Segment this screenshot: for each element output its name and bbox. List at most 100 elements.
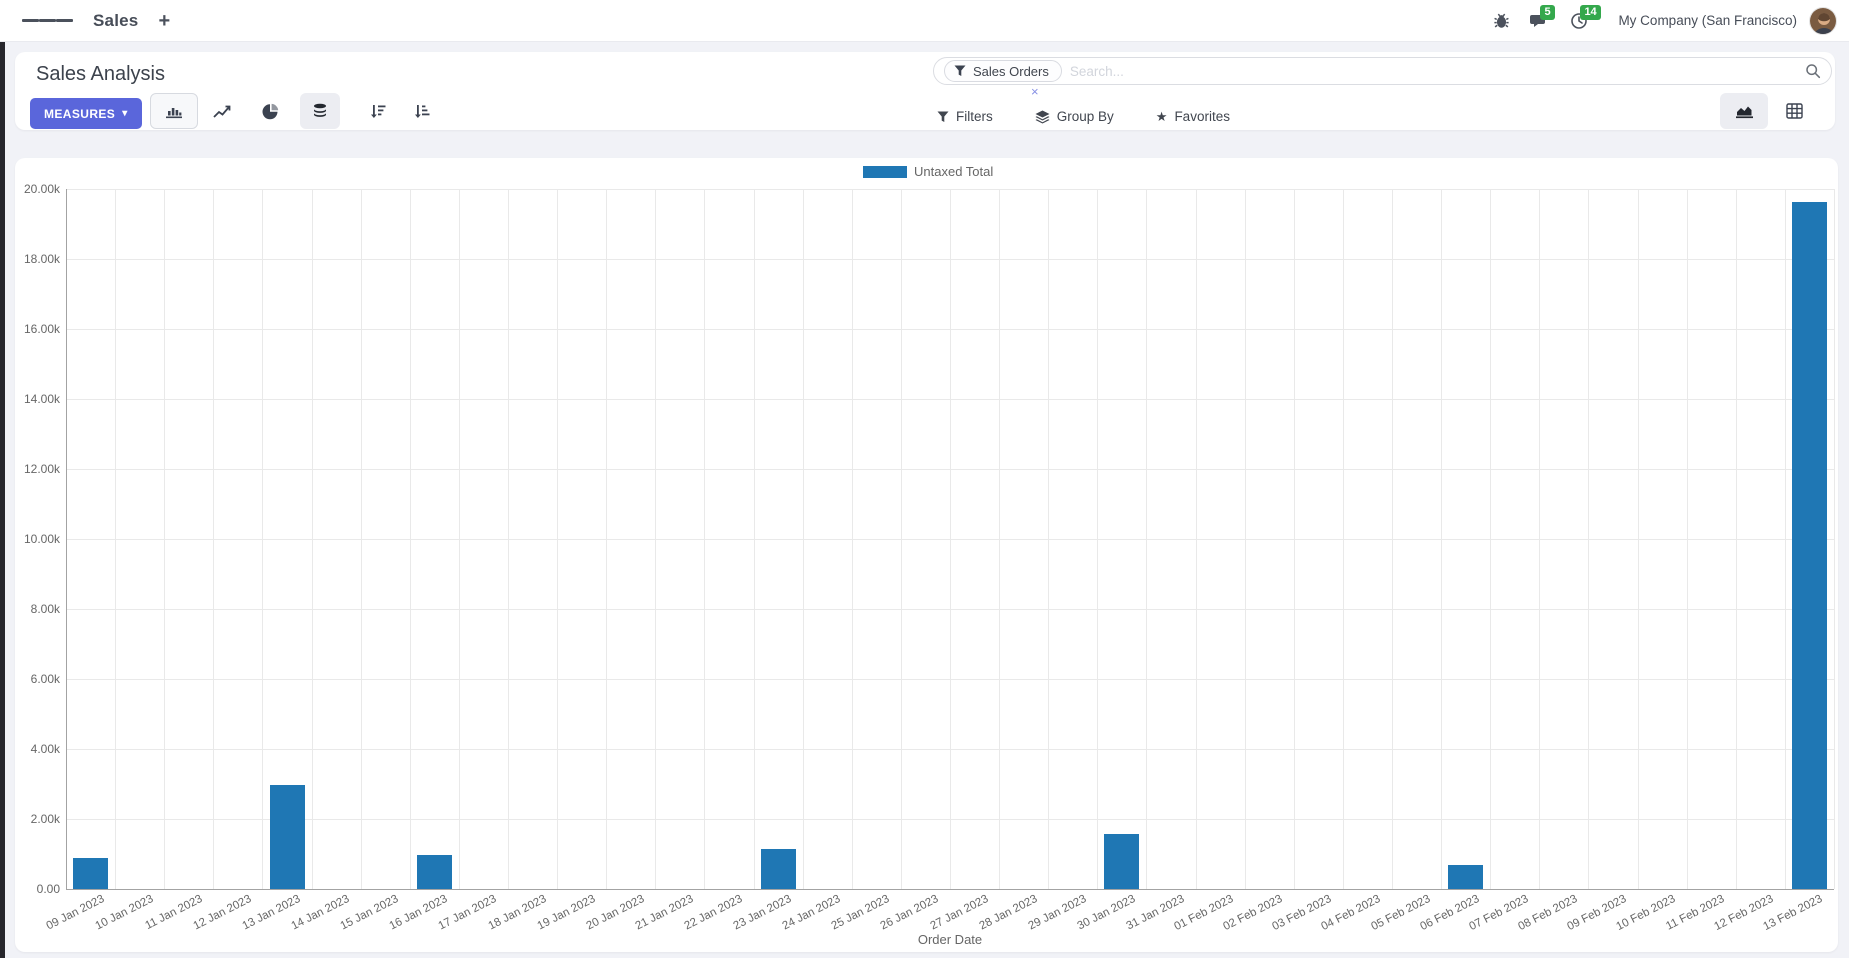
- v-gridline: [458, 189, 460, 889]
- y-tick-label: 20.00k: [23, 182, 60, 196]
- v-gridline: [999, 189, 1001, 889]
- y-tick-label: 6.00k: [30, 672, 60, 686]
- apps-menu-icon[interactable]: [18, 13, 77, 28]
- v-gridline: [1048, 189, 1050, 889]
- v-gridline: [1686, 189, 1688, 889]
- facet-label: Sales Orders: [973, 63, 1049, 79]
- caret-down-icon: ▾: [122, 108, 128, 119]
- h-gridline: [66, 889, 1834, 890]
- v-gridline: [802, 189, 804, 889]
- v-gridline: [1392, 189, 1393, 889]
- chart-card: Untaxed Total 20.00k 18.00k 16.00k 14.00k 12…: [15, 158, 1838, 952]
- y-tick-label: 18.00k: [23, 252, 60, 266]
- measures-label: MEASURES: [44, 106, 116, 121]
- v-gridline: [1146, 189, 1148, 889]
- v-gridline: [1834, 189, 1835, 889]
- chart-bar[interactable]: [73, 858, 109, 889]
- y-tick-label: 14.00k: [23, 392, 60, 406]
- sort-ascending-button[interactable]: [400, 93, 444, 129]
- chart-type-toolbar: [150, 93, 444, 129]
- sort-descending-button[interactable]: [356, 93, 400, 129]
- filter-funnel-icon: [954, 65, 966, 76]
- y-tick-label: 16.00k: [23, 322, 60, 336]
- search-facet-sales-orders[interactable]: Sales Orders: [944, 60, 1062, 82]
- favorites-button[interactable]: ★ Favorites: [1156, 105, 1230, 128]
- messages-count-badge: 5: [1540, 4, 1555, 20]
- stacked-toggle-button[interactable]: [300, 93, 340, 129]
- graph-view-button[interactable]: [1720, 93, 1768, 129]
- app-name-sales[interactable]: Sales: [93, 10, 139, 30]
- group-by-label: Group By: [1056, 109, 1114, 124]
- v-gridline: [1490, 189, 1492, 889]
- top-navbar: Sales + 5: [0, 0, 1849, 42]
- pie-chart-button[interactable]: [246, 93, 294, 129]
- v-gridline: [409, 189, 411, 889]
- v-gridline: [311, 189, 313, 889]
- chart-bar[interactable]: [760, 849, 796, 889]
- v-gridline: [557, 189, 559, 889]
- chart-bar[interactable]: [416, 855, 452, 889]
- chart-bar[interactable]: [1104, 834, 1140, 889]
- favorites-label: Favorites: [1174, 109, 1230, 124]
- user-avatar[interactable]: [1809, 6, 1837, 35]
- filters-button[interactable]: Filters: [937, 105, 993, 128]
- y-tick-label: 8.00k: [30, 602, 60, 616]
- debug-bug-icon[interactable]: [1489, 8, 1514, 33]
- line-chart-button[interactable]: [198, 93, 246, 129]
- chart-bar[interactable]: [1448, 865, 1484, 889]
- search-bar[interactable]: Sales Orders: [933, 57, 1832, 85]
- navbar-right: 5 14 My Company (San Francisco): [1489, 4, 1849, 35]
- v-gridline: [1441, 189, 1443, 889]
- search-options-row: Filters Group By ★ Favorites: [937, 105, 1230, 128]
- v-gridline: [1588, 189, 1590, 889]
- company-switcher[interactable]: My Company (San Francisco): [1618, 13, 1797, 28]
- legend-swatch: [863, 165, 907, 178]
- navbar-left: Sales +: [0, 7, 174, 35]
- star-icon: ★: [1155, 109, 1168, 124]
- v-gridline: [1097, 189, 1099, 889]
- measures-button[interactable]: MEASURES ▾: [30, 98, 142, 129]
- bar-chart-plot: 20.00k 18.00k 16.00k 14.00k 12.00k 10.00k 8.00…: [24, 182, 1835, 933]
- filters-label: Filters: [956, 109, 993, 124]
- remove-facet-button[interactable]: ×: [1031, 84, 1039, 99]
- y-tick-label: 0.00: [36, 882, 60, 896]
- v-gridline: [1735, 189, 1737, 889]
- window-left-edge: [0, 34, 5, 958]
- v-gridline: [213, 189, 215, 889]
- group-by-button[interactable]: Group By: [1035, 105, 1114, 128]
- search-icon[interactable]: [1805, 63, 1821, 79]
- v-gridline: [851, 189, 853, 889]
- y-tick-label: 12.00k: [23, 462, 60, 476]
- view-switcher: [1720, 93, 1818, 129]
- v-gridline: [704, 189, 706, 889]
- new-tab-button[interactable]: +: [154, 7, 174, 35]
- v-gridline: [1195, 189, 1197, 889]
- v-gridline: [508, 189, 509, 889]
- v-gridline: [606, 189, 608, 889]
- pivot-view-button[interactable]: [1770, 93, 1818, 129]
- v-gridline: [1293, 189, 1295, 889]
- chart-bar[interactable]: [269, 785, 305, 889]
- legend-label: Untaxed Total: [914, 164, 994, 179]
- activities-clock-icon[interactable]: 14: [1566, 4, 1601, 34]
- v-gridline: [950, 189, 951, 889]
- v-gridline: [164, 189, 166, 889]
- bar-chart-button[interactable]: [150, 93, 198, 129]
- chart-legend[interactable]: Untaxed Total: [863, 164, 993, 179]
- v-gridline: [1342, 189, 1344, 889]
- chart-bar[interactable]: [1791, 202, 1827, 889]
- v-gridline: [655, 189, 657, 889]
- v-gridline: [115, 189, 117, 889]
- search-input[interactable]: [1069, 63, 1805, 79]
- v-gridline: [900, 189, 902, 889]
- messages-icon[interactable]: 5: [1526, 4, 1555, 34]
- control-panel: Sales Analysis MEASURES ▾: [15, 52, 1835, 130]
- y-tick-label: 4.00k: [30, 742, 60, 756]
- layers-icon: [1035, 110, 1050, 123]
- y-tick-label: 2.00k: [30, 812, 60, 826]
- y-tick-label: 10.00k: [23, 532, 60, 546]
- v-gridline: [1539, 189, 1541, 889]
- v-gridline: [1637, 189, 1639, 889]
- plus-icon: +: [158, 9, 171, 32]
